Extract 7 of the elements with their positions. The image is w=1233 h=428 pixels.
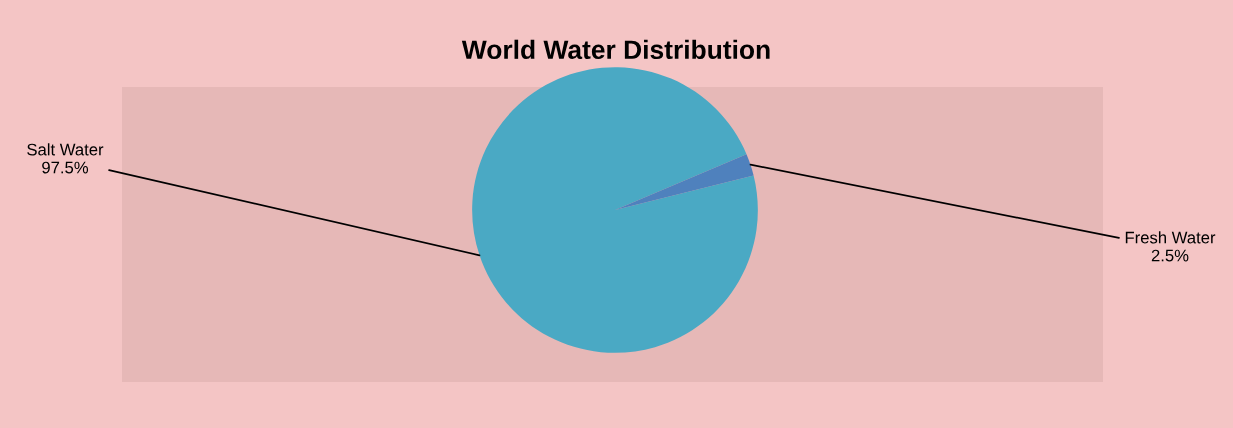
data-label: 97.5% [42,161,89,174]
slice-label: Salt Water [27,143,104,156]
data-label: 2.5% [1151,249,1189,262]
pie-slice [615,154,754,210]
slice-label: Fresh Water [1125,231,1216,244]
chart-title: World Water Distribution [461,39,770,60]
pie-slice [472,67,758,353]
